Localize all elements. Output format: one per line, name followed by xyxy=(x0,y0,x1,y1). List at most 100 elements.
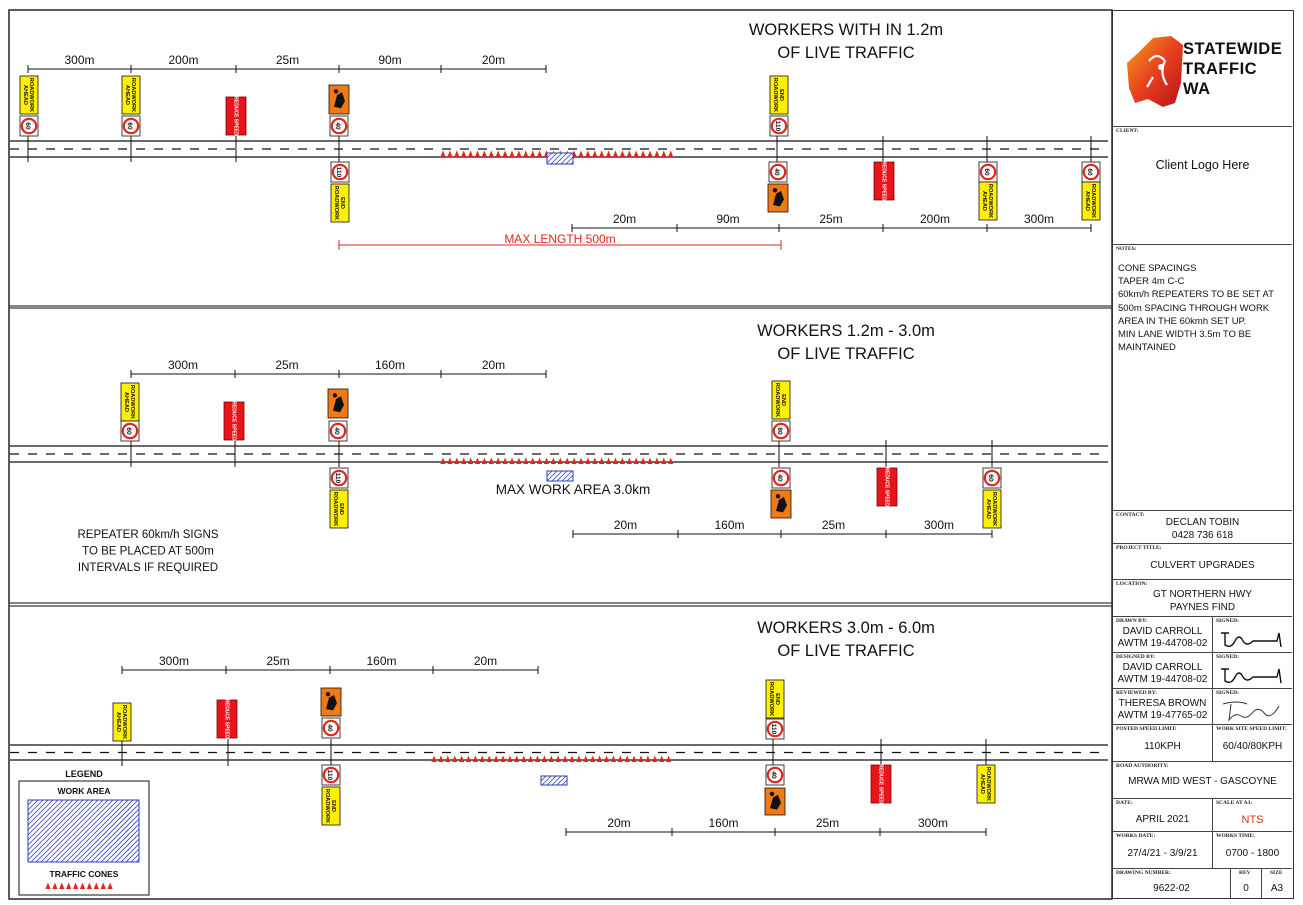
traffic-cone-icon xyxy=(631,755,637,762)
size-cell: SIZE A3 xyxy=(1262,868,1292,898)
work-area-hatch xyxy=(551,775,562,786)
traffic-cone-icon xyxy=(495,150,501,157)
reduce-speed-sign xyxy=(873,161,895,201)
work-area-hatch xyxy=(541,775,552,786)
traffic-cone-icon xyxy=(509,457,515,464)
p1-bottom-dimension-label: 300m xyxy=(1024,212,1054,226)
traffic-cone-icon xyxy=(66,882,72,889)
traffic-cone-icon xyxy=(592,457,598,464)
work-area-hatch xyxy=(90,813,140,863)
speed-ring-icon xyxy=(769,163,787,181)
speed-sign-value: 60 xyxy=(1086,168,1093,176)
traffic-cone-icon xyxy=(541,755,547,762)
legend-work-area-label: WORK AREA xyxy=(57,786,110,796)
traffic-cone-icon xyxy=(640,457,646,464)
p3-bottom-dimension-label: 300m xyxy=(918,816,948,830)
traffic-cone-icon xyxy=(454,150,460,157)
traffic-cone-icon xyxy=(447,150,453,157)
legend-traffic-cones-label: TRAFFIC CONES xyxy=(50,869,119,879)
wa-map-logo-icon xyxy=(1127,36,1183,107)
traffic-cone-icon xyxy=(652,755,658,762)
traffic-cone-icon xyxy=(79,882,86,889)
p1-top-dimension-label: 25m xyxy=(276,53,299,67)
traffic-cone-icon xyxy=(472,755,478,762)
sign-text-line: AHEAD xyxy=(985,499,991,519)
location-cell: LOCATION: GT NORTHERN HWY PAYNES FIND xyxy=(1113,579,1292,616)
traffic-cone-icon xyxy=(645,755,651,762)
sign-text-line: AHEAD xyxy=(22,85,28,105)
work-area-hatch xyxy=(120,843,140,863)
traffic-cone-icon xyxy=(633,457,639,464)
sign-text-line: ROADWORK xyxy=(332,492,338,526)
drawn-by-cell: DRAWN BY: DAVID CARROLL AWTM 19-44708-02 xyxy=(1113,616,1213,652)
speed-ring-icon xyxy=(330,117,348,135)
work-area-hatch xyxy=(27,799,54,826)
roadwork-ahead-sign xyxy=(121,75,141,115)
p1-bottom-dimension-label: 200m xyxy=(920,212,950,226)
designed-name: DAVID CARROLL xyxy=(1122,662,1203,673)
traffic-cone-icon xyxy=(474,150,481,157)
scale-value: NTS xyxy=(1241,814,1264,826)
work-area-hatch xyxy=(80,803,140,863)
traffic-cone-icon xyxy=(452,755,458,762)
work-area-hatch xyxy=(27,799,89,861)
designed-signed-cell: SIGNED: xyxy=(1213,652,1292,688)
works-time-value: 0700 - 1800 xyxy=(1225,848,1280,859)
roadwork-ahead-sign xyxy=(982,489,1002,529)
traffic-cone-icon xyxy=(666,755,672,762)
sign-text-line: ROADWORK xyxy=(991,492,997,526)
sign-text: REDUCE SPEED xyxy=(877,764,883,804)
end-roadwork-sign xyxy=(769,75,789,115)
panel-subtitle: OF LIVE TRAFFIC xyxy=(777,642,914,660)
work-area-hatch xyxy=(555,152,568,165)
work-area-hatch xyxy=(40,799,104,863)
road-authority-cell: ROAD AUTHORITY: MRWA MID WEST - GASCOYNE xyxy=(1113,761,1292,798)
traffic-cone-icon xyxy=(73,882,79,889)
work-area-hatch xyxy=(560,152,573,165)
drawing-number-label: DRAWING NUMBER: xyxy=(1116,870,1171,876)
road-authority-value: MRWA MID WEST - GASCOYNE xyxy=(1128,776,1277,787)
worker-icon xyxy=(334,92,345,109)
traffic-cone-icon xyxy=(431,755,437,762)
sign-text-line: REDUCE SPEED xyxy=(883,467,889,507)
size-value: A3 xyxy=(1270,883,1284,894)
reduce-speed-sign xyxy=(225,96,247,136)
drawing-number-cell: DRAWING NUMBER: 9622-02 xyxy=(1113,868,1231,898)
reviewed-name: THERESA BROWN xyxy=(1118,698,1207,709)
traffic-cone-icon xyxy=(668,457,674,464)
traffic-cone-icon xyxy=(465,755,472,762)
speed-ring-icon xyxy=(122,117,140,135)
work-area-hatch xyxy=(27,799,34,806)
traffic-cone-icon xyxy=(45,882,51,889)
p1-bottom-dimension-label: 90m xyxy=(716,212,739,226)
notes-label: NOTES: xyxy=(1116,246,1137,252)
traffic-cone-icon xyxy=(459,755,465,762)
notes-cell: NOTES: CONE SPACINGS TAPER 4m C-C 60km/h… xyxy=(1113,244,1292,510)
traffic-cone-icon xyxy=(668,150,674,157)
p3-top-dimension-label: 25m xyxy=(266,654,289,668)
traffic-cone-icon xyxy=(488,150,494,157)
reduce-speed-sign xyxy=(876,467,898,507)
speed-ring-icon xyxy=(121,422,139,440)
title-block: STATEWIDE TRAFFIC WA CLIENT: Client Logo… xyxy=(1112,10,1294,899)
scale-cell: SCALE AT A3: NTS xyxy=(1213,798,1292,831)
traffic-cone-icon xyxy=(474,457,481,464)
traffic-cone-icon xyxy=(440,150,446,157)
p1-top-dimension-label: 20m xyxy=(482,53,505,67)
traffic-cone-icon xyxy=(654,150,660,157)
contact-name: DECLAN TOBIN xyxy=(1165,517,1240,528)
p1-bottom-dimension-label: 20m xyxy=(613,212,636,226)
signature-icon xyxy=(1221,668,1282,684)
work-area-hatch xyxy=(546,470,558,482)
traffic-cone-icon xyxy=(626,457,632,464)
panel-title: WORKERS 1.2m - 3.0m xyxy=(757,322,935,340)
traffic-cone-icon xyxy=(617,755,623,762)
traffic-cone-icon xyxy=(86,882,92,889)
reviewed-by-cell: REVIEWED BY: THERESA BROWN AWTM 19-47765… xyxy=(1113,688,1213,724)
speed-ring-icon xyxy=(979,163,997,181)
reduce-speed-sign xyxy=(216,699,238,739)
